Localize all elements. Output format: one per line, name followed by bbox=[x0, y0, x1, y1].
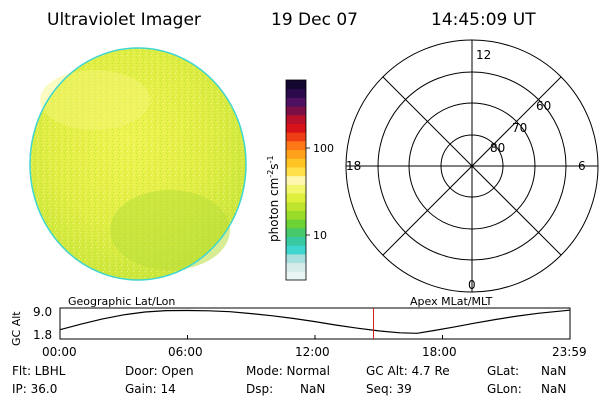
colorbar-segment bbox=[286, 245, 306, 255]
colorbar-segments bbox=[286, 80, 306, 281]
colorbar-segment bbox=[286, 253, 306, 264]
dsp-value: NaN bbox=[300, 382, 326, 396]
instrument-title: Ultraviolet Imager bbox=[47, 10, 201, 30]
colorbar-segment bbox=[286, 149, 306, 159]
colorbar-segment bbox=[286, 184, 306, 194]
timeline-y-axis-label: GC Alt bbox=[10, 311, 23, 346]
colorbar-segment bbox=[286, 123, 306, 133]
polar-plot bbox=[345, 39, 599, 293]
ip-status: IP: 36.0 bbox=[12, 382, 58, 396]
glon-label: GLon: bbox=[487, 382, 522, 396]
colorbar: 100 10 photon cm-2s-1 bbox=[266, 79, 334, 281]
time-label: 14:45:09 UT bbox=[431, 10, 536, 30]
x-tick-1800: 18:00 bbox=[422, 345, 457, 359]
dsp-label: Dsp: bbox=[246, 382, 274, 396]
colorbar-axis-label: photon cm-2s-1 bbox=[266, 155, 281, 242]
colorbar-segment bbox=[286, 166, 306, 177]
date-label: 19 Dec 07 bbox=[271, 10, 358, 30]
filter-status: Flt: LBHL bbox=[12, 364, 66, 378]
gain-status: Gain: 14 bbox=[125, 382, 176, 396]
colorbar-tick-100: 100 bbox=[313, 142, 334, 155]
colorbar-segment bbox=[286, 97, 306, 107]
seq-status: Seq: 39 bbox=[366, 382, 412, 396]
colorbar-segment bbox=[286, 132, 306, 142]
x-tick-0000: 00:00 bbox=[42, 345, 77, 359]
colorbar-segment bbox=[286, 114, 306, 124]
lat-label-60: 60 bbox=[536, 99, 551, 113]
colorbar-segment bbox=[286, 80, 306, 90]
colorbar-segment bbox=[286, 106, 306, 116]
mlt-label-6: 6 bbox=[578, 159, 586, 173]
x-tick-0600: 06:00 bbox=[168, 345, 203, 359]
timeline-title-left: Geographic Lat/Lon bbox=[68, 295, 175, 308]
timeline-plot bbox=[59, 307, 571, 340]
lat-label-80: 80 bbox=[490, 141, 505, 155]
glat-value: NaN bbox=[541, 364, 567, 378]
colorbar-segment bbox=[286, 175, 306, 185]
colorbar-segment bbox=[286, 88, 306, 98]
colorbar-segment bbox=[286, 201, 306, 211]
timeline-y-max: 9.0 bbox=[33, 305, 52, 319]
timeline-y-min: 1.8 bbox=[33, 328, 52, 342]
colorbar-segment bbox=[286, 271, 306, 281]
colorbar-segment bbox=[286, 227, 306, 238]
colorbar-segment bbox=[286, 210, 306, 220]
x-tick-1200: 12:00 bbox=[295, 345, 330, 359]
lat-label-70: 70 bbox=[512, 121, 527, 135]
colorbar-segment bbox=[286, 140, 306, 151]
x-tick-2359: 23:59 bbox=[552, 345, 587, 359]
glon-value: NaN bbox=[541, 382, 567, 396]
colorbar-segment bbox=[286, 158, 306, 168]
glat-label: GLat: bbox=[487, 364, 520, 378]
mode-status: Mode: Normal bbox=[246, 364, 330, 378]
colorbar-segment bbox=[286, 219, 306, 229]
timeline-title-right: Apex MLat/MLT bbox=[410, 295, 493, 308]
mlt-label-18: 18 bbox=[346, 159, 361, 173]
uv-earth-image bbox=[29, 47, 247, 281]
colorbar-segment bbox=[286, 236, 306, 246]
altitude-curve bbox=[59, 309, 570, 334]
mlt-label-0: 0 bbox=[468, 278, 476, 292]
mlt-label-12: 12 bbox=[476, 48, 491, 62]
door-status: Door: Open bbox=[125, 364, 194, 378]
colorbar-segment bbox=[286, 193, 306, 203]
colorbar-segment bbox=[286, 262, 306, 272]
colorbar-tick-10: 10 bbox=[313, 229, 327, 242]
gc-alt-status: GC Alt: 4.7 Re bbox=[366, 364, 450, 378]
timeline-ticks bbox=[59, 335, 571, 339]
